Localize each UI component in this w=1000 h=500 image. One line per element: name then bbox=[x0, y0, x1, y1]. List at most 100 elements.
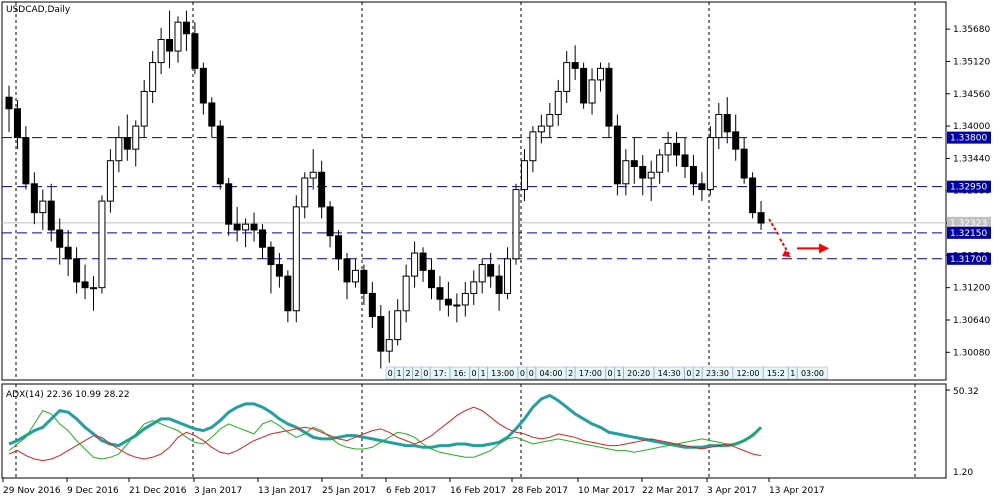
y-tick-label: 1.33440 bbox=[953, 154, 990, 164]
candle bbox=[580, 67, 588, 104]
candle bbox=[242, 223, 250, 231]
candle bbox=[166, 39, 174, 52]
candle bbox=[318, 171, 326, 208]
event-label: 0 bbox=[686, 369, 691, 378]
event-label: 0 bbox=[423, 369, 428, 378]
x-tick-label: 13 Apr 2017 bbox=[769, 486, 825, 496]
candle bbox=[571, 62, 579, 69]
adx-series-adx bbox=[8, 393, 763, 449]
x-tick-label: 13 Jan 2017 bbox=[258, 486, 312, 496]
candle bbox=[495, 275, 503, 294]
adx-series-minusdi bbox=[8, 406, 762, 462]
candle bbox=[630, 160, 638, 167]
candle bbox=[478, 264, 486, 283]
candle bbox=[394, 310, 402, 341]
candle bbox=[732, 131, 740, 150]
level-label: 1.32150 bbox=[950, 229, 987, 239]
event-label-box bbox=[732, 366, 764, 380]
x-tick-label: 3 Apr 2017 bbox=[707, 486, 757, 496]
event-label: 04:00 bbox=[539, 369, 562, 378]
candle bbox=[81, 281, 89, 289]
red-arrow-down-icon bbox=[768, 218, 791, 257]
level-label-bg bbox=[947, 252, 991, 265]
candle bbox=[259, 229, 266, 248]
adx-panel bbox=[1, 383, 947, 479]
event-label: 1 bbox=[480, 369, 485, 378]
candle bbox=[216, 125, 224, 185]
candle bbox=[301, 177, 309, 208]
candle bbox=[115, 137, 123, 162]
candle bbox=[182, 21, 190, 35]
chart-title: USDCAD,Daily bbox=[6, 5, 71, 15]
x-tick-label: 21 Dec 2016 bbox=[129, 486, 187, 496]
event-label: 1 bbox=[616, 369, 621, 378]
y-tick-label: 1.31200 bbox=[953, 284, 990, 294]
event-label-box bbox=[478, 366, 488, 380]
candle bbox=[402, 275, 410, 312]
event-label-box bbox=[526, 366, 536, 380]
event-label: 03:00 bbox=[801, 369, 824, 378]
x-tick-label: 6 Feb 2017 bbox=[386, 486, 436, 496]
candle bbox=[368, 292, 376, 318]
event-label: 2 bbox=[414, 369, 419, 378]
candle bbox=[284, 275, 292, 312]
event-label-box bbox=[797, 366, 828, 380]
candle bbox=[377, 316, 385, 352]
candle bbox=[639, 165, 647, 179]
candle bbox=[723, 114, 731, 133]
candle bbox=[30, 183, 38, 214]
candle bbox=[436, 287, 444, 300]
event-label: 2 bbox=[568, 369, 573, 378]
x-tick-label: 10 Mar 2017 bbox=[578, 486, 635, 496]
candle bbox=[56, 229, 64, 248]
candle bbox=[749, 177, 757, 214]
event-label: 16: bbox=[453, 369, 466, 378]
candle bbox=[622, 160, 630, 185]
candle bbox=[453, 304, 461, 307]
event-label-box bbox=[653, 366, 685, 380]
candle bbox=[5, 96, 13, 110]
candle bbox=[656, 154, 664, 173]
event-label: 13:00 bbox=[491, 369, 514, 378]
candle bbox=[343, 258, 351, 283]
candle bbox=[605, 67, 613, 127]
candle bbox=[385, 339, 393, 352]
level-label: 1.32950 bbox=[950, 183, 987, 193]
candle bbox=[715, 114, 723, 139]
candle bbox=[191, 33, 199, 69]
event-label: 17: bbox=[434, 369, 447, 378]
candle bbox=[47, 200, 55, 231]
adx-y-tick-label: 50.32 bbox=[953, 387, 979, 397]
current-price-label-bg bbox=[947, 216, 991, 229]
candle bbox=[335, 235, 343, 260]
candle bbox=[174, 21, 182, 52]
candle bbox=[149, 62, 157, 92]
level-label: 1.31700 bbox=[950, 255, 987, 265]
candle bbox=[597, 67, 604, 81]
candle bbox=[132, 125, 140, 150]
x-tick-label: 25 Jan 2017 bbox=[322, 486, 376, 496]
event-label: 20:20 bbox=[627, 369, 650, 378]
candle bbox=[554, 90, 562, 116]
candle bbox=[351, 269, 359, 283]
red-arrow-down-icon bbox=[782, 250, 792, 258]
x-tick-label: 3 Jan 2017 bbox=[194, 486, 242, 496]
candle bbox=[512, 189, 520, 260]
candle bbox=[39, 200, 47, 214]
event-label: 12:00 bbox=[736, 369, 759, 378]
candle bbox=[698, 183, 706, 191]
candle bbox=[64, 246, 72, 260]
y-tick-label: 1.35680 bbox=[953, 25, 990, 35]
current-price-label: 1.32323 bbox=[950, 219, 987, 229]
candle bbox=[428, 269, 435, 289]
candle bbox=[537, 125, 545, 133]
event-label-box bbox=[605, 366, 615, 380]
event-label-box bbox=[469, 366, 479, 380]
candle bbox=[98, 200, 106, 289]
candle bbox=[487, 264, 495, 277]
event-label: 2 bbox=[405, 369, 410, 378]
candle bbox=[90, 287, 97, 290]
x-tick-label: 28 Feb 2017 bbox=[512, 486, 568, 496]
level-label-bg bbox=[947, 226, 991, 239]
